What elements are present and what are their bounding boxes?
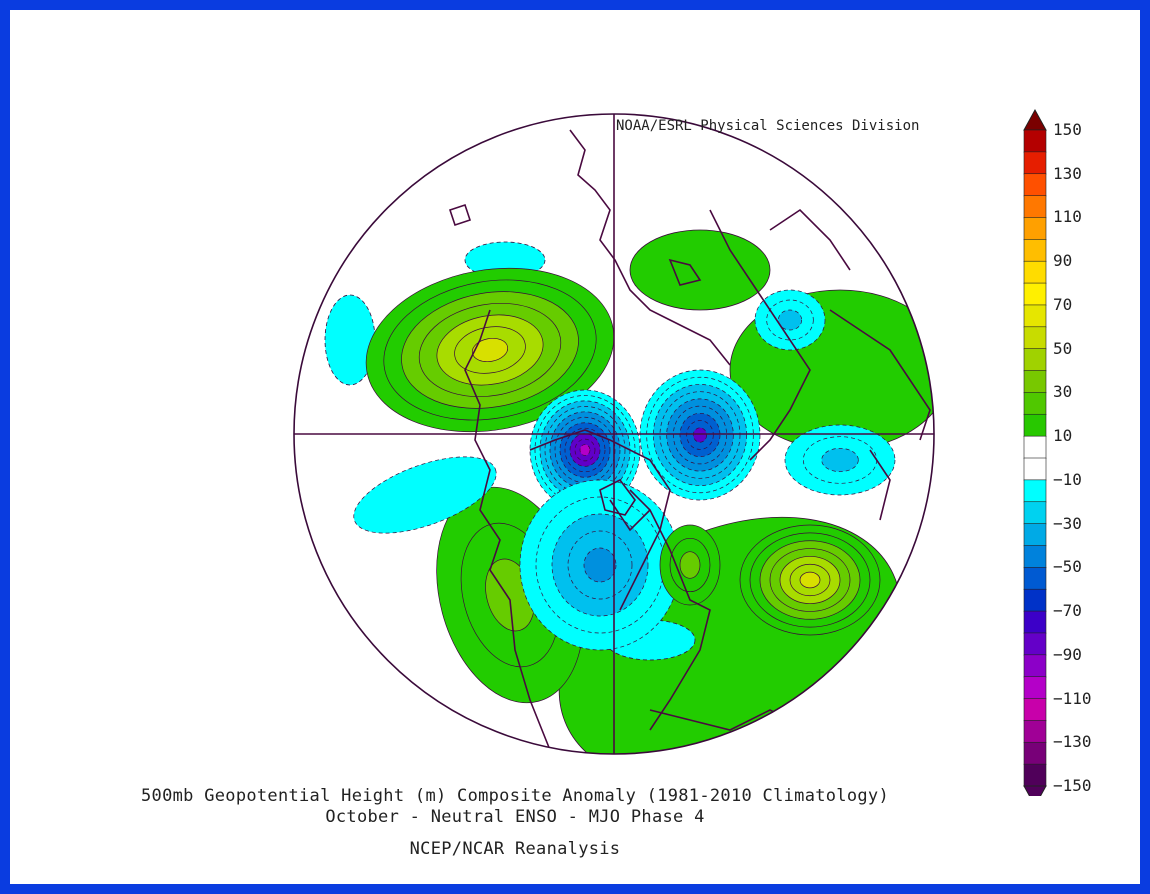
colorbar-bin xyxy=(1023,654,1047,678)
colorbar-bin xyxy=(1023,239,1047,262)
colorbar-bin xyxy=(1023,610,1047,634)
colorbar-bin xyxy=(1023,479,1047,503)
anomaly-center xyxy=(739,524,881,636)
colorbar-bin xyxy=(1023,282,1047,306)
colorbar-tick-label: 150 xyxy=(1053,120,1082,139)
colorbar-tick-label: 70 xyxy=(1053,294,1073,314)
anomaly-center xyxy=(754,289,826,351)
polar-stereographic-map xyxy=(293,113,935,755)
figure-frame: NOAA/ESRL Physical Sciences Division 500… xyxy=(10,10,1140,884)
map-border xyxy=(293,113,935,755)
colorbar-bin xyxy=(1023,567,1047,591)
anomaly-center xyxy=(529,389,641,511)
colorbar-max-arrow xyxy=(1023,108,1047,131)
colorbar-bin xyxy=(1023,676,1047,700)
colorbar-tick-label: 10 xyxy=(1053,426,1073,446)
colorbar-bin xyxy=(1023,260,1047,284)
colorbar-bin xyxy=(1023,173,1047,197)
anomaly-center xyxy=(639,369,761,501)
colorbar-bin xyxy=(1023,523,1047,547)
colorbar-bin xyxy=(1023,720,1047,744)
colorbar-tick-label: 50 xyxy=(1053,338,1073,358)
data-source-label: NCEP/NCAR Reanalysis xyxy=(409,839,621,859)
colorbar-bin xyxy=(1023,370,1047,394)
colorbar-bin xyxy=(1023,392,1047,416)
colorbar-bin xyxy=(1023,304,1047,328)
colorbar-bin xyxy=(1023,326,1047,350)
colorbar-tick-label: 130 xyxy=(1053,163,1082,183)
colorbar-bin xyxy=(1023,588,1047,612)
colorbar-bin xyxy=(1023,435,1047,459)
colorbar-bin xyxy=(1023,217,1047,241)
colorbar-bin xyxy=(1023,763,1047,787)
colorbar-tick-label: −10 xyxy=(1053,469,1082,489)
colorbar-tick-label: 110 xyxy=(1053,207,1082,227)
colorbar-bin xyxy=(1023,741,1047,765)
colorbar-bin xyxy=(1023,457,1047,481)
colorbar-tick-label: −90 xyxy=(1053,644,1082,664)
figure-title: 500mb Geopotential Height (m) Composite … xyxy=(141,786,889,806)
colorbar-min-arrow xyxy=(1023,785,1047,796)
colorbar-bin xyxy=(1023,195,1047,219)
anomaly-center xyxy=(784,424,896,496)
colorbar-bin xyxy=(1023,545,1047,569)
anomaly-center xyxy=(353,456,497,534)
colorbar-tick-label: −70 xyxy=(1053,601,1082,621)
colorbar-tick-label: −30 xyxy=(1053,513,1082,533)
figure-subtitle: October - Neutral ENSO - MJO Phase 4 xyxy=(325,807,705,827)
colorbar-tick-label: 30 xyxy=(1053,382,1073,402)
colorbar-tick-label: −130 xyxy=(1053,732,1092,752)
colorbar-bin xyxy=(1023,632,1047,656)
colorbar-bin xyxy=(1023,501,1047,525)
colorbar-tick-label: −150 xyxy=(1053,776,1092,795)
colorbar-bin xyxy=(1023,348,1047,372)
colorbar-bin xyxy=(1023,129,1047,153)
colorbar-bin xyxy=(1023,698,1047,722)
anomaly-center xyxy=(519,479,681,651)
colorbar-tick-label: −110 xyxy=(1053,688,1092,708)
anomaly-shading xyxy=(324,229,934,754)
colorbar-bin xyxy=(1023,413,1047,437)
colorbar-bin xyxy=(1023,151,1047,175)
colorbar-tick-label: −50 xyxy=(1053,557,1082,577)
credit-label: NOAA/ESRL Physical Sciences Division xyxy=(616,118,920,134)
anomaly-center xyxy=(365,267,615,433)
anomaly-center xyxy=(659,524,721,606)
graticule xyxy=(294,114,934,754)
colorbar xyxy=(1023,108,1047,796)
colorbar-tick-label: 90 xyxy=(1053,251,1073,271)
